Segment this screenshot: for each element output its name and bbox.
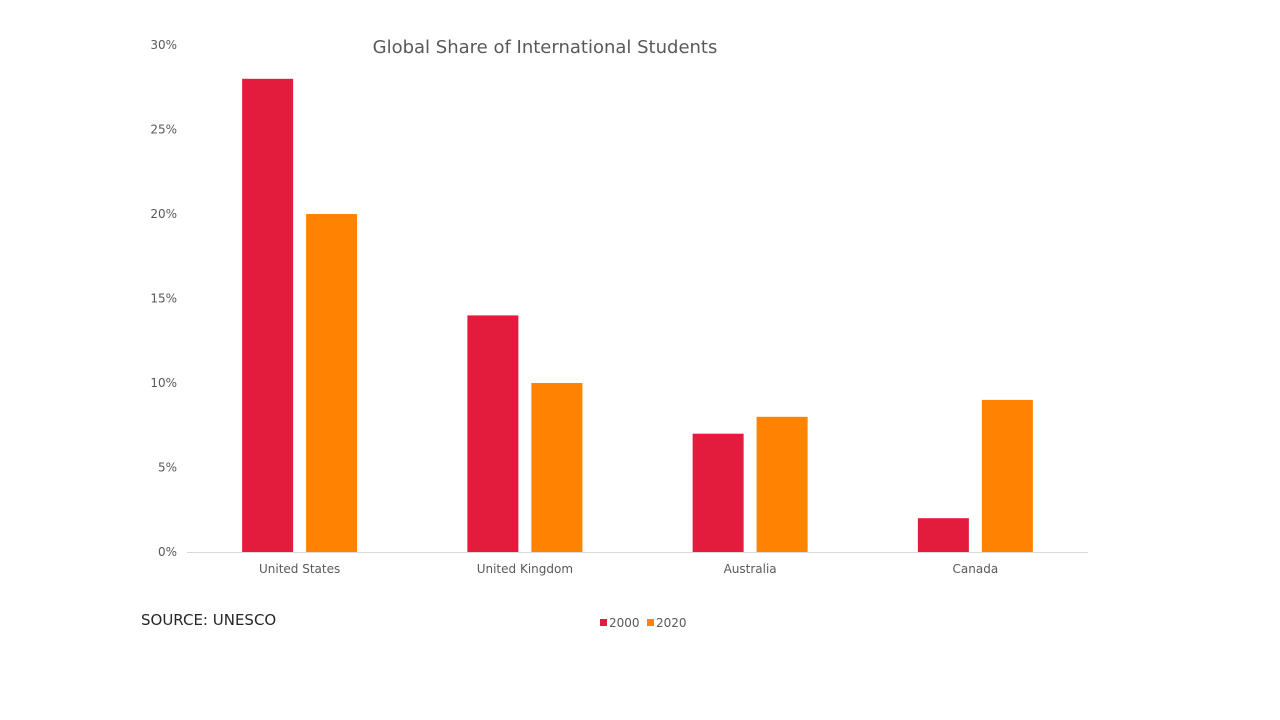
bar-2000-australia <box>692 433 744 552</box>
y-tick-label: 30% <box>150 38 177 52</box>
x-category-label: United States <box>259 562 340 576</box>
x-axis-labels: United States United Kingdom Australia Cana… <box>259 562 998 576</box>
legend-swatch-2020 <box>647 619 654 626</box>
y-tick-label: 15% <box>150 292 177 306</box>
x-category-label: Canada <box>953 562 999 576</box>
legend-label-2000: 2000 <box>609 616 640 630</box>
legend: 2000 2020 <box>600 616 687 630</box>
y-tick-label: 0% <box>158 545 177 559</box>
x-category-label: United Kingdom <box>477 562 573 576</box>
y-tick-label: 20% <box>150 207 177 221</box>
y-axis: 0% 5% 10% 15% 20% 25% 30% <box>150 38 177 559</box>
y-tick-label: 5% <box>158 461 177 475</box>
chart-title: Global Share of International Students <box>373 37 718 58</box>
legend-label-2020: 2020 <box>656 616 687 630</box>
bar-2020-united-kingdom <box>531 383 583 552</box>
bar-2020-australia <box>756 416 808 552</box>
bar-2000-united-kingdom <box>467 315 519 552</box>
bars <box>242 78 1033 553</box>
bar-2000-canada <box>917 518 969 552</box>
y-tick-label: 25% <box>150 123 177 137</box>
y-tick-label: 10% <box>150 376 177 390</box>
source-note: SOURCE: UNESCO <box>141 611 277 629</box>
legend-swatch-2000 <box>600 619 607 626</box>
x-category-label: Australia <box>724 562 777 576</box>
bar-2000-united-states <box>242 78 294 553</box>
bar-2020-canada <box>981 399 1033 552</box>
bar-2020-united-states <box>306 214 358 552</box>
